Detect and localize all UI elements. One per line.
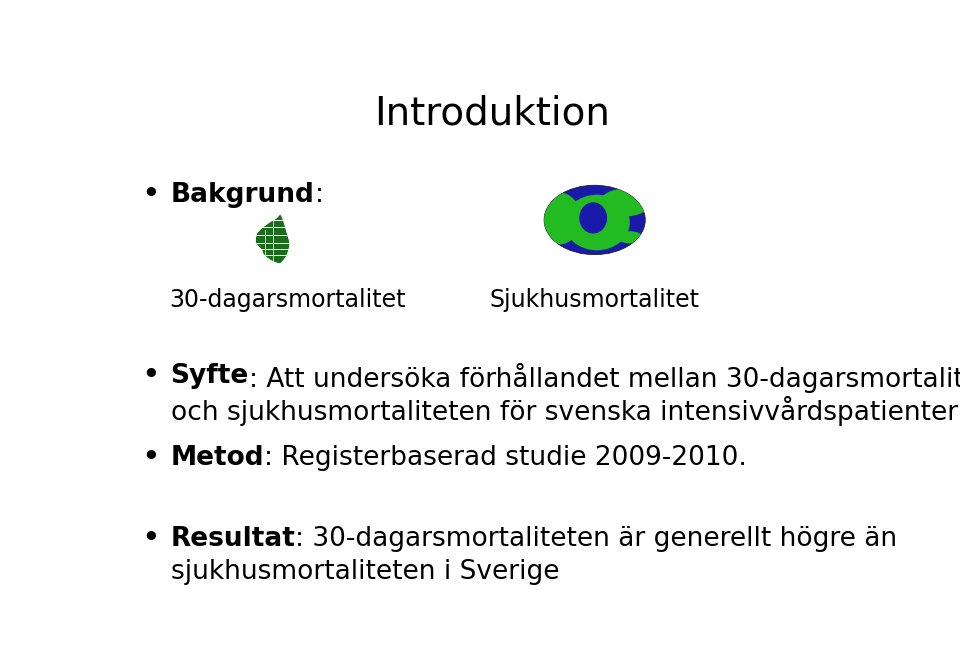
- Text: : Registerbaserad studie 2009-2010.: : Registerbaserad studie 2009-2010.: [264, 445, 747, 471]
- Ellipse shape: [587, 214, 604, 228]
- Text: :: :: [315, 182, 324, 208]
- Text: Resultat: Resultat: [171, 526, 296, 552]
- Text: •: •: [142, 445, 159, 471]
- Text: Introduktion: Introduktion: [374, 95, 610, 133]
- Ellipse shape: [617, 231, 643, 243]
- Text: Bakgrund: Bakgrund: [171, 182, 315, 208]
- Text: och sjukhusmortaliteten för svenska intensivvårdspatienter: och sjukhusmortaliteten för svenska inte…: [171, 396, 958, 426]
- Circle shape: [544, 185, 645, 255]
- Ellipse shape: [579, 202, 607, 233]
- Text: •: •: [142, 526, 159, 552]
- Text: : 30-dagarsmortaliteten är generellt högre än: : 30-dagarsmortaliteten är generellt hög…: [296, 526, 898, 552]
- Ellipse shape: [538, 192, 581, 245]
- Polygon shape: [255, 213, 290, 264]
- Text: 30-dagarsmortalitet: 30-dagarsmortalitet: [169, 288, 406, 312]
- Text: : Att undersöka förhållandet mellan 30-dagarsmortaliteten: : Att undersöka förhållandet mellan 30-d…: [249, 363, 960, 393]
- Text: Syfte: Syfte: [171, 363, 249, 389]
- Ellipse shape: [564, 195, 630, 250]
- Text: •: •: [142, 363, 159, 389]
- Text: •: •: [142, 182, 159, 208]
- Text: sjukhusmortaliteten i Sverige: sjukhusmortaliteten i Sverige: [171, 560, 559, 585]
- Text: Metod: Metod: [171, 445, 264, 471]
- Text: Sjukhusmortalitet: Sjukhusmortalitet: [490, 288, 700, 312]
- Circle shape: [544, 185, 645, 255]
- Ellipse shape: [600, 189, 650, 217]
